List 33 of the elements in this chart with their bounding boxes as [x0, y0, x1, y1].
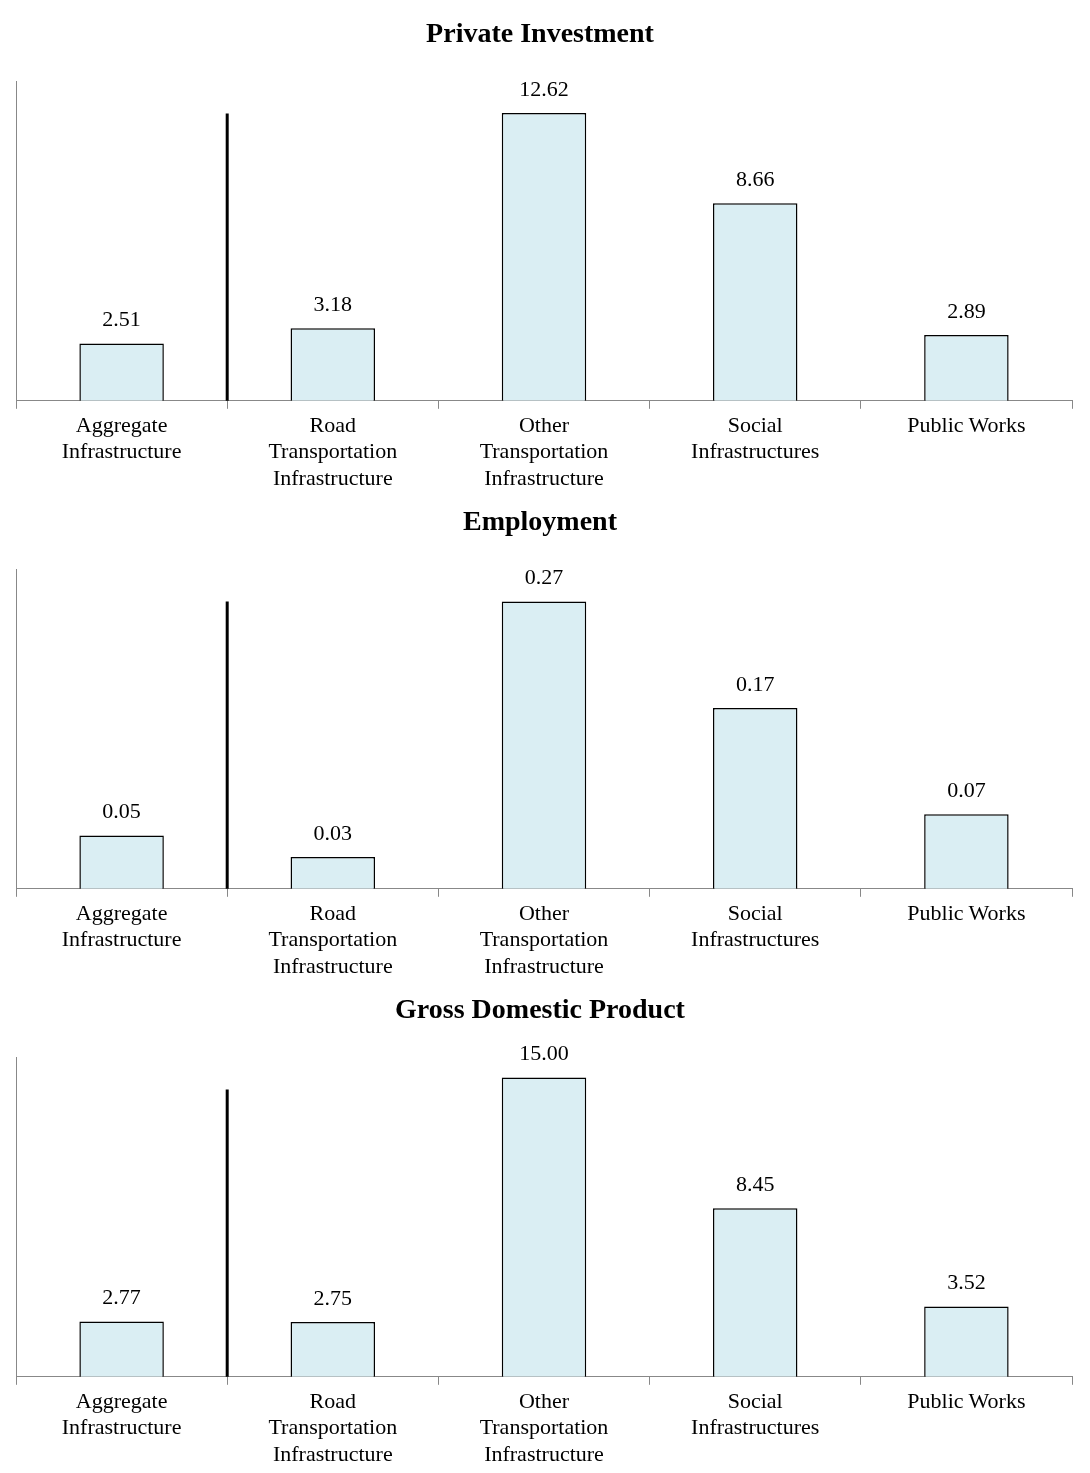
data-label: 2.77: [102, 1284, 141, 1310]
x-tick-label: Other Transportation Infrastructure: [479, 899, 609, 978]
x-tick-label: Social Infrastructures: [691, 899, 820, 952]
chart-title: Gross Domestic Product: [395, 993, 686, 1025]
x-tick-label: Social Infrastructures: [691, 1387, 820, 1440]
x-tick-label: Aggregate Infrastructure: [61, 1387, 182, 1440]
x-tick-label: Aggregate Infrastructure: [61, 411, 182, 464]
data-label: 2.75: [313, 1284, 353, 1310]
data-label: 2.89: [947, 297, 986, 323]
data-label: 3.18: [313, 291, 353, 317]
x-tick-label: Aggregate Infrastructure: [61, 899, 182, 952]
x-tick-label: Social Infrastructures: [691, 411, 820, 464]
x-tick-label: Other Transportation Infrastructure: [479, 411, 609, 490]
data-label: 15.00: [519, 1040, 569, 1066]
data-label: 0.03: [313, 819, 353, 845]
data-label: 0.27: [524, 564, 564, 590]
data-label: 8.45: [735, 1171, 775, 1196]
chart-title: Employment: [463, 505, 618, 537]
chart-title: Private Investment: [426, 17, 655, 49]
data-label: 3.52: [947, 1269, 986, 1295]
x-tick-label: Road Transportation Infrastructure: [268, 1387, 398, 1466]
x-tick-label: Other Transportation Infrastructure: [479, 1387, 609, 1466]
data-label: 0.17: [735, 670, 775, 696]
data-label: 8.66: [735, 166, 775, 192]
x-tick-label: Public Works: [907, 899, 1026, 925]
data-label: 2.51: [102, 306, 141, 332]
x-tick-label: Road Transportation Infrastructure: [268, 411, 398, 490]
data-label: 12.62: [519, 75, 569, 101]
x-tick-label: Public Works: [907, 1387, 1026, 1413]
data-label: 0.05: [102, 798, 141, 824]
data-label: 0.07: [947, 777, 986, 803]
x-tick-label: Road Transportation Infrastructure: [268, 899, 398, 978]
x-tick-label: Public Works: [907, 411, 1026, 437]
